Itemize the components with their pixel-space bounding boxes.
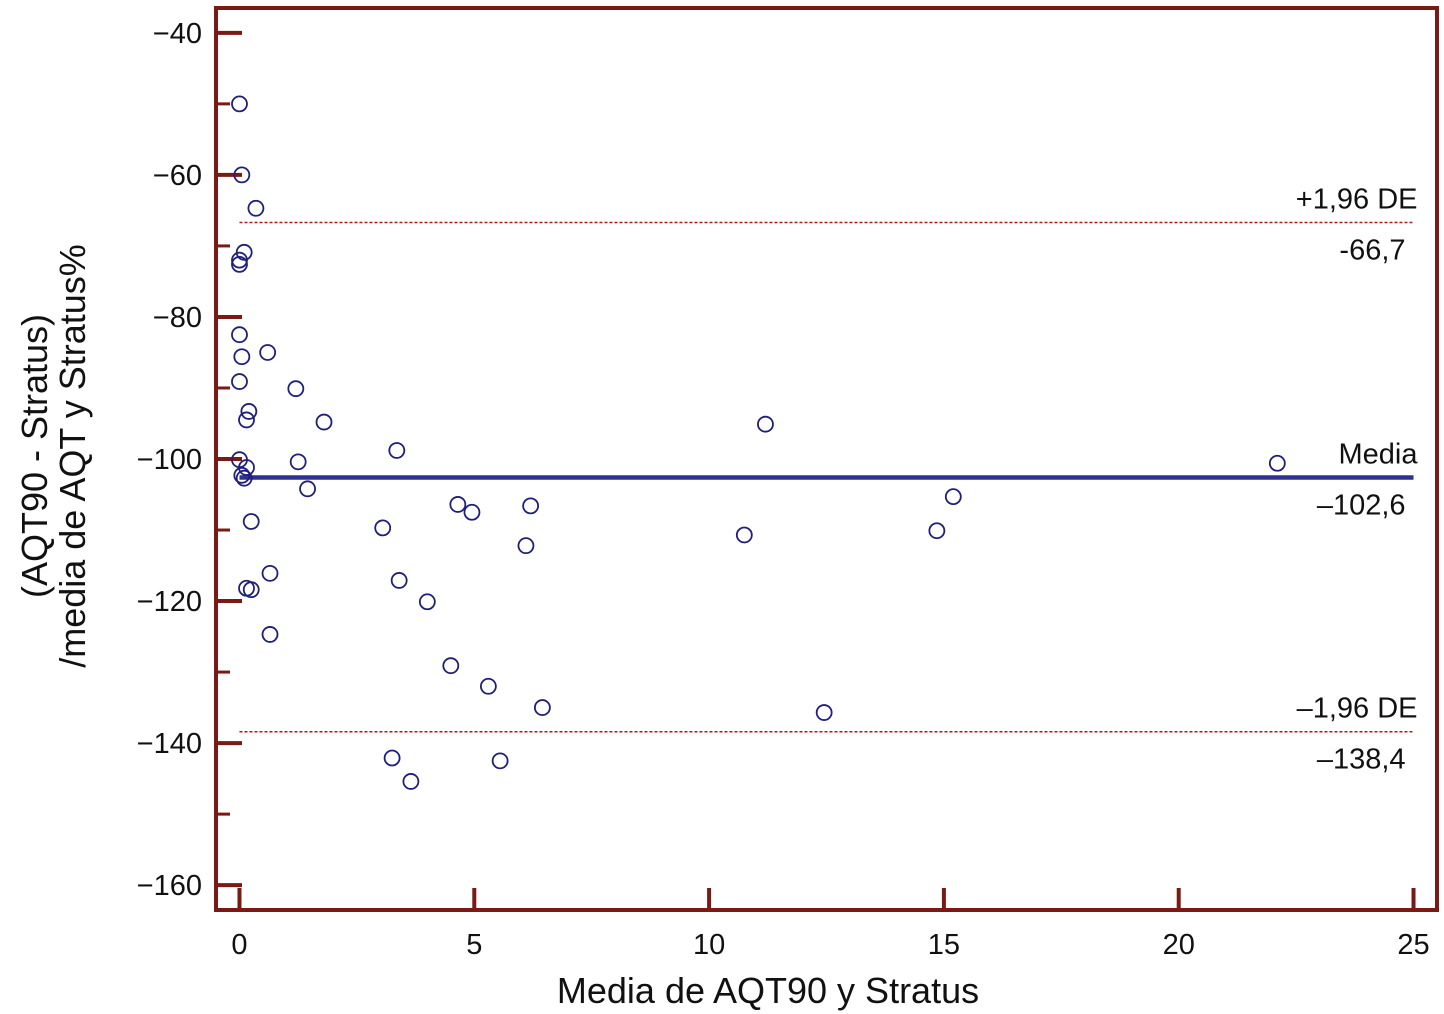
data-point — [402, 773, 420, 790]
data-point — [418, 593, 436, 611]
data-point — [231, 95, 248, 113]
reference-line-value: –102,6 — [1317, 489, 1406, 521]
data-point — [533, 699, 551, 716]
reference-line-value: –138,4 — [1317, 744, 1406, 776]
data-point — [479, 677, 497, 695]
data-point — [449, 496, 467, 513]
data-point — [517, 537, 535, 555]
data-point — [233, 466, 251, 484]
y-axis-title-line-1: (AQT90 - Stratus) — [14, 314, 55, 598]
data-point — [233, 348, 251, 366]
y-tick-label: −60 — [153, 160, 202, 192]
data-point — [815, 704, 833, 721]
reference-line-labels: +1,96 DE -66,7 Media –102,6 –1,96 DE –138,4 — [1296, 183, 1419, 775]
data-point — [231, 373, 248, 390]
data-point — [374, 519, 392, 537]
axis-ticks — [216, 30, 1416, 910]
x-tick-label: 10 — [693, 929, 725, 961]
reference-lines — [239, 221, 1414, 733]
x-tick-label: 15 — [928, 929, 960, 961]
data-point — [240, 403, 258, 420]
data-point — [261, 626, 279, 643]
data-point — [242, 513, 260, 530]
y-tick-label: −140 — [137, 728, 202, 760]
data-point — [231, 255, 248, 273]
data-point — [247, 199, 265, 217]
data-point — [261, 564, 279, 582]
plot-frame — [214, 6, 1439, 912]
y-axis-title-line-2: /media de AQT y Stratus% — [52, 244, 93, 668]
data-point — [231, 251, 248, 269]
x-tick-label: 25 — [1397, 929, 1429, 961]
data-point — [442, 657, 460, 675]
y-tick-label: −100 — [137, 444, 202, 476]
y-tick-label: −40 — [153, 18, 202, 50]
data-point — [231, 326, 248, 344]
y-tick-label: −160 — [137, 870, 202, 902]
data-point — [242, 581, 260, 599]
reference-line-label: –1,96 DE — [1297, 693, 1418, 725]
data-point — [289, 453, 307, 471]
y-minor-ticks — [216, 102, 230, 816]
data-point — [522, 497, 540, 515]
y-tick-label: −120 — [137, 586, 202, 618]
x-tick-label: 20 — [1163, 929, 1195, 961]
x-tick-label: 0 — [231, 929, 247, 961]
data-point — [757, 415, 774, 433]
data-point — [259, 344, 277, 361]
data-point — [299, 480, 316, 498]
data-point — [928, 522, 946, 540]
x-tick-label: 5 — [466, 929, 482, 961]
data-point — [235, 469, 253, 487]
reference-line-label: Media — [1339, 438, 1419, 470]
data-point — [233, 166, 251, 184]
data-point — [315, 413, 333, 431]
data-point — [735, 526, 753, 544]
data-point — [287, 380, 305, 398]
data-point — [463, 503, 481, 521]
reference-line-label: +1,96 DE — [1296, 183, 1418, 215]
data-point — [238, 411, 255, 429]
data-point — [383, 749, 401, 767]
data-point — [491, 752, 509, 770]
data-point — [1268, 454, 1286, 472]
data-point — [944, 488, 962, 506]
data-point — [388, 442, 406, 459]
tick-labels: −40 −60 −80 −100 −120 −140 −160 0 5 10 15 20 25 — [137, 18, 1430, 961]
y-tick-label: −80 — [153, 302, 202, 334]
reference-line-value: -66,7 — [1339, 234, 1405, 266]
data-point — [390, 572, 408, 589]
scatter-points — [231, 95, 1286, 790]
x-axis-title: Media de AQT90 y Stratus — [557, 970, 979, 1011]
